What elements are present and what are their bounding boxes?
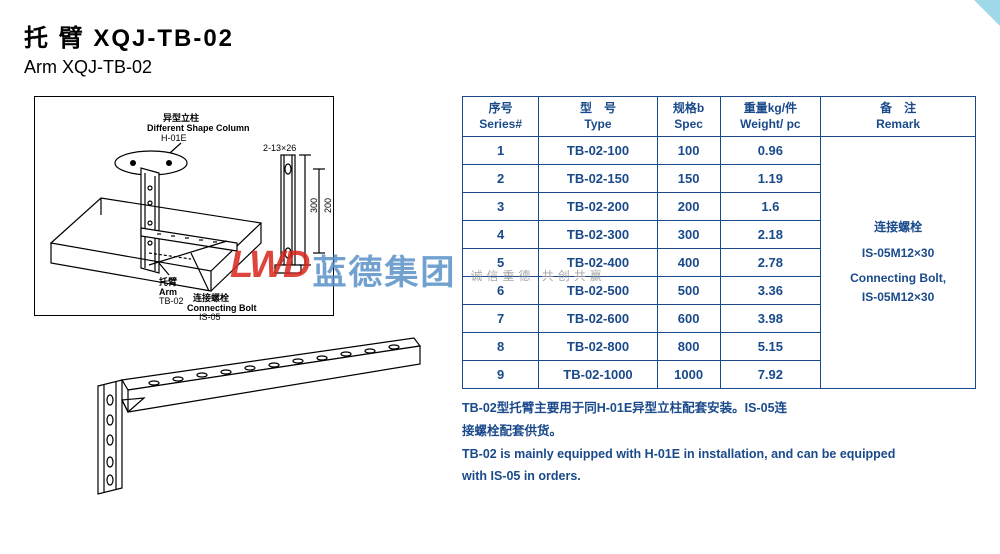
cell-weight: 1.6 <box>720 193 821 221</box>
table-header-row: 序号 Series# 型 号 Type 规格b Spec 重量kg/件 <box>463 97 976 137</box>
cell-type: TB-02-400 <box>539 249 657 277</box>
cell-type: TB-02-150 <box>539 165 657 193</box>
cell-n: 6 <box>463 277 539 305</box>
note-cn2: 接螺栓配套供货。 <box>462 422 976 441</box>
cell-type: TB-02-800 <box>539 333 657 361</box>
cell-n: 4 <box>463 221 539 249</box>
diagrams-column: 异型立柱 Different Shape Column H-01E <box>24 96 444 498</box>
diagram-arm-perspective <box>54 328 434 498</box>
page: 托 臂 XQJ-TB-02 Arm XQJ-TB-02 异型立柱 Differe… <box>0 0 1000 516</box>
content-row: 异型立柱 Different Shape Column H-01E <box>24 96 976 498</box>
lbl-column-cn: 异型立柱 <box>163 112 199 123</box>
cell-weight: 7.92 <box>720 361 821 389</box>
th-series: 序号 Series# <box>463 97 539 137</box>
cell-type: TB-02-200 <box>539 193 657 221</box>
cell-type: TB-02-300 <box>539 221 657 249</box>
cell-spec: 1000 <box>657 361 720 389</box>
spec-column: 序号 Series# 型 号 Type 规格b Spec 重量kg/件 <box>462 96 976 498</box>
cell-spec: 800 <box>657 333 720 361</box>
cell-type: TB-02-1000 <box>539 361 657 389</box>
lbl-dim3: 200 <box>323 198 333 213</box>
notes: TB-02型托臂主要用于同H-01E异型立柱配套安装。IS-05连 接螺栓配套供… <box>462 399 976 486</box>
cell-weight: 2.78 <box>720 249 821 277</box>
cell-type: TB-02-100 <box>539 137 657 165</box>
lbl-bolt-code: IS-05 <box>199 312 221 322</box>
lbl-bolt-en: Connecting Bolt <box>187 303 257 313</box>
lbl-arm-code: TB-02 <box>159 296 184 306</box>
cell-remark: 连接螺栓IS-05M12×30Connecting Bolt,IS-05M12×… <box>821 137 976 389</box>
th-spec: 规格b Spec <box>657 97 720 137</box>
title-cn: 托 臂 XQJ-TB-02 <box>24 18 976 53</box>
th-weight: 重量kg/件 Weight/ pc <box>720 97 821 137</box>
cell-n: 9 <box>463 361 539 389</box>
cell-spec: 150 <box>657 165 720 193</box>
title-en: Arm XQJ-TB-02 <box>24 57 976 78</box>
cell-weight: 5.15 <box>720 333 821 361</box>
cell-spec: 600 <box>657 305 720 333</box>
lbl-bolt-cn: 连接螺栓 <box>193 292 229 303</box>
cell-type: TB-02-600 <box>539 305 657 333</box>
cell-n: 5 <box>463 249 539 277</box>
cell-weight: 2.18 <box>720 221 821 249</box>
cell-weight: 0.96 <box>720 137 821 165</box>
th-type: 型 号 Type <box>539 97 657 137</box>
lbl-column-code: H-01E <box>161 133 187 143</box>
table-body: 1TB-02-1001000.96连接螺栓IS-05M12×30Connecti… <box>463 137 976 389</box>
cell-spec: 200 <box>657 193 720 221</box>
cell-type: TB-02-500 <box>539 277 657 305</box>
table-row: 1TB-02-1001000.96连接螺栓IS-05M12×30Connecti… <box>463 137 976 165</box>
cell-weight: 3.36 <box>720 277 821 305</box>
cell-spec: 300 <box>657 221 720 249</box>
lbl-column-en: Different Shape Column <box>147 123 250 133</box>
note-en2: with IS-05 in orders. <box>462 467 976 486</box>
note-cn1: TB-02型托臂主要用于同H-01E异型立柱配套安装。IS-05连 <box>462 399 976 418</box>
cell-n: 1 <box>463 137 539 165</box>
cell-spec: 500 <box>657 277 720 305</box>
lbl-dim1: 2-13×26 <box>263 143 296 153</box>
th-remark: 备 注 Remark <box>821 97 976 137</box>
cell-weight: 3.98 <box>720 305 821 333</box>
cell-n: 3 <box>463 193 539 221</box>
cell-n: 2 <box>463 165 539 193</box>
diagram-assembly: 异型立柱 Different Shape Column H-01E <box>34 96 334 316</box>
cell-spec: 100 <box>657 137 720 165</box>
cell-spec: 400 <box>657 249 720 277</box>
lbl-dim2: 300 <box>309 198 319 213</box>
cell-n: 8 <box>463 333 539 361</box>
spec-table: 序号 Series# 型 号 Type 规格b Spec 重量kg/件 <box>462 96 976 389</box>
cell-weight: 1.19 <box>720 165 821 193</box>
cell-n: 7 <box>463 305 539 333</box>
note-en1: TB-02 is mainly equipped with H-01E in i… <box>462 445 976 464</box>
lbl-arm-cn: 托臂 <box>159 276 177 287</box>
